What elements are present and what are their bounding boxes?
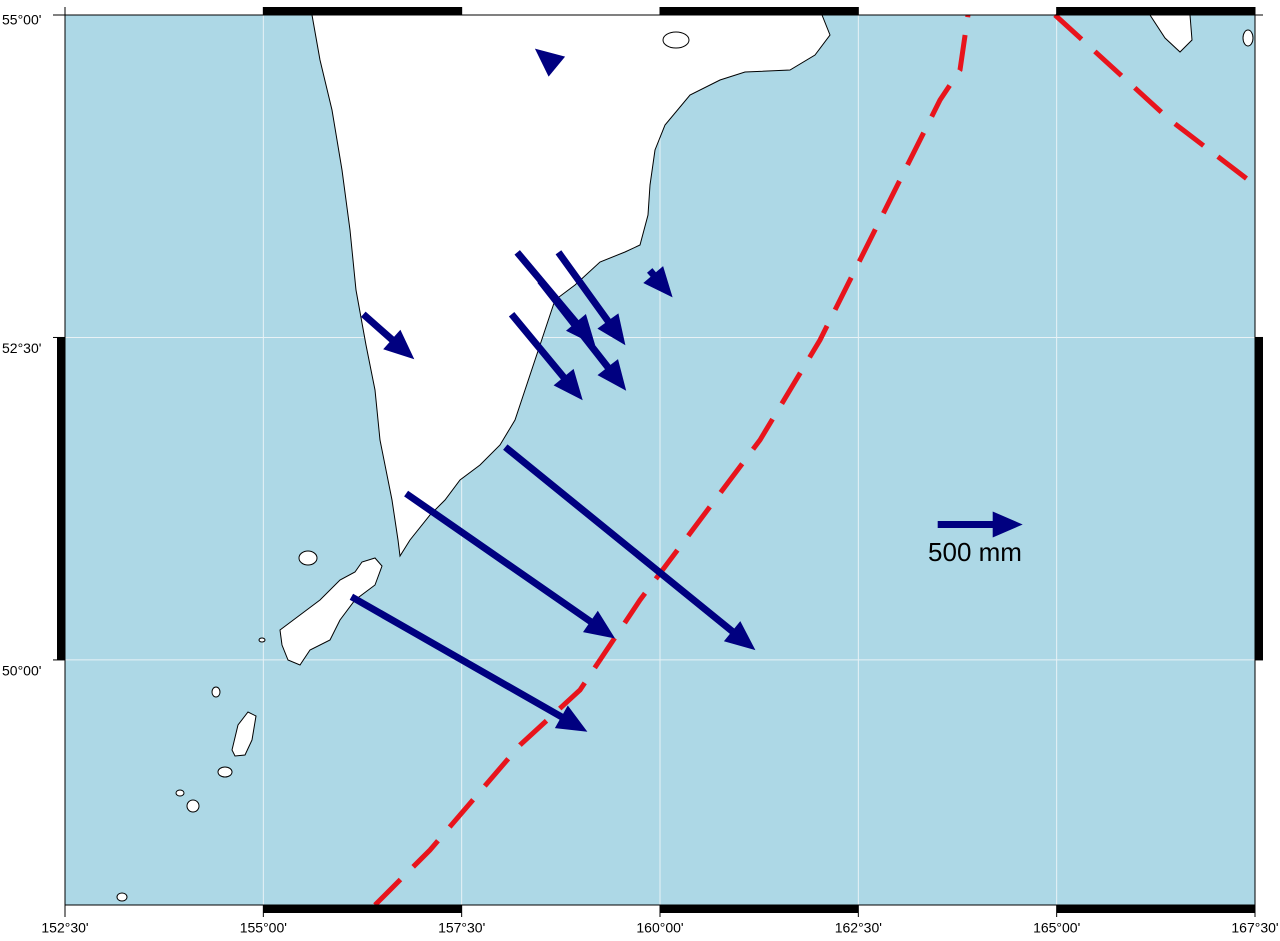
island (1242, 29, 1254, 47)
frame-bar (1056, 7, 1255, 15)
paramushir (279, 557, 383, 666)
x-tick-label: 157°30' (438, 920, 485, 936)
trench (373, 14, 971, 907)
frame-bar (263, 905, 462, 913)
frame-bar (1056, 905, 1255, 913)
vector-arrow (404, 490, 616, 639)
vectors (349, 48, 1023, 732)
island (116, 892, 128, 902)
y-tick-label: 50°00' (2, 663, 41, 679)
frame-bar (263, 7, 462, 15)
island (662, 31, 690, 49)
x-tick-label: 160°00' (636, 920, 683, 936)
island (298, 550, 318, 566)
island (258, 637, 266, 643)
vector-arrow (508, 312, 583, 401)
vector-arrow (643, 266, 673, 298)
island (231, 711, 257, 757)
vector-arrow (534, 48, 566, 77)
frame-bar (660, 905, 859, 913)
scale-label: 500 mm (928, 537, 1022, 567)
plate-boundary (373, 13, 1257, 907)
frame (53, 7, 1263, 917)
trench (1053, 13, 1257, 187)
x-tick-label: 162°30' (835, 920, 882, 936)
island (175, 789, 185, 797)
y-tick-label: 55°00' (2, 12, 41, 28)
vector-arrow (537, 278, 627, 391)
island (186, 799, 200, 813)
x-tick-label: 152°30' (41, 920, 88, 936)
x-tick-label: 167°30' (1231, 920, 1278, 936)
kamchatka (311, 14, 831, 558)
y-tick-label: 52°30' (2, 340, 41, 356)
island (211, 686, 221, 698)
vector-arrow (503, 444, 756, 651)
island (217, 766, 233, 778)
land (116, 14, 1254, 902)
scale-arrow (937, 511, 1023, 538)
vector-arrow (361, 311, 415, 360)
x-tick-label: 155°00' (240, 920, 287, 936)
x-tick-label: 165°00' (1033, 920, 1080, 936)
vector-arrow (555, 250, 626, 346)
frame-bar (57, 337, 65, 660)
frame-bar (1255, 337, 1263, 660)
frame-bar (660, 7, 859, 15)
vector-arrow (349, 593, 588, 732)
